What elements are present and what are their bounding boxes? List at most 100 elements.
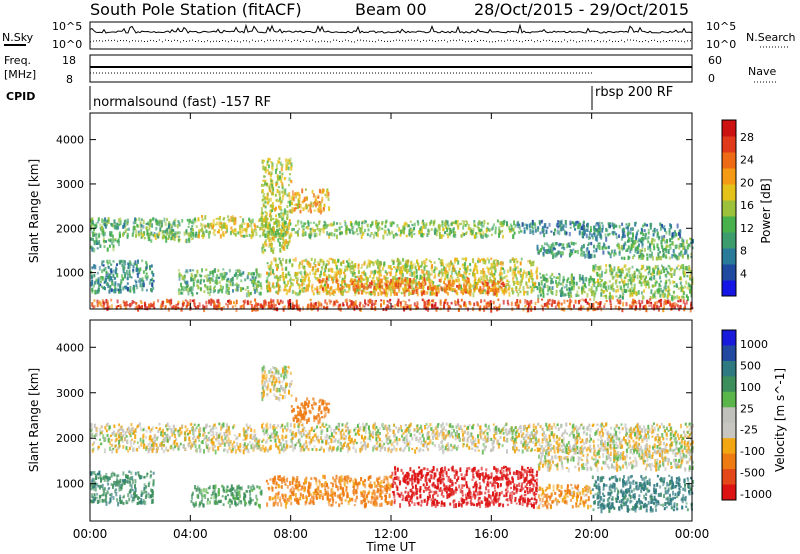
power-cell <box>663 225 666 228</box>
power-cell <box>399 301 402 305</box>
power-cell <box>367 299 370 303</box>
power-cell <box>489 287 492 292</box>
power-cell <box>480 288 483 292</box>
power-cell <box>314 277 317 280</box>
power-cell <box>230 300 232 305</box>
power-cell <box>519 285 522 289</box>
power-cell <box>93 224 96 227</box>
power-cell <box>277 276 280 282</box>
power-cell <box>260 183 263 187</box>
power-cell <box>647 236 650 239</box>
power-cell <box>436 229 439 233</box>
power-cell <box>294 224 297 227</box>
power-cell <box>93 299 96 302</box>
power-cell <box>642 255 644 260</box>
power-cell <box>234 228 237 233</box>
power-cell <box>249 278 252 282</box>
power-cell <box>532 260 535 264</box>
power-cell <box>673 272 676 276</box>
power-cell <box>408 268 411 272</box>
power-cell <box>286 210 289 213</box>
power-cell <box>210 222 213 227</box>
power-cell <box>161 230 164 235</box>
power-cell <box>284 188 287 193</box>
power-cell <box>232 289 234 293</box>
power-cell <box>447 227 450 230</box>
power-cell <box>658 305 661 308</box>
power-cell <box>222 285 224 290</box>
power-cell <box>95 278 98 282</box>
power-cell <box>589 306 592 309</box>
power-cell <box>147 237 150 242</box>
power-cell <box>583 291 586 294</box>
power-cell <box>281 163 284 168</box>
power-cell <box>301 281 304 287</box>
power-cell <box>288 274 291 277</box>
power-cell <box>266 193 269 196</box>
power-cell <box>485 275 488 280</box>
power-cell <box>201 268 203 273</box>
power-cell <box>199 280 202 285</box>
power-cell <box>649 243 651 249</box>
power-cell <box>603 285 606 288</box>
power-cell <box>551 291 554 295</box>
power-cell <box>343 286 345 289</box>
power-cell <box>92 228 95 231</box>
power-cell <box>632 298 635 302</box>
power-cell <box>625 289 628 293</box>
power-cell <box>406 277 409 282</box>
power-cell <box>433 228 436 233</box>
power-cell <box>516 304 519 309</box>
power-cell <box>184 271 187 274</box>
power-cell <box>482 279 485 282</box>
power-cell <box>454 220 457 224</box>
power-cell <box>408 289 411 292</box>
power-cell <box>502 267 504 270</box>
power-cell <box>622 292 625 296</box>
power-cell <box>239 269 242 273</box>
power-cell <box>363 260 366 264</box>
power-cell <box>469 283 472 289</box>
power-cell <box>679 299 682 303</box>
power-cell <box>614 252 617 256</box>
power-cell <box>274 207 276 212</box>
power-cell <box>197 285 200 290</box>
power-cell <box>422 280 424 285</box>
power-cell <box>539 272 542 275</box>
power-cell <box>651 272 654 276</box>
power-cell <box>377 291 380 297</box>
power-cell <box>112 244 115 249</box>
power-cell <box>195 225 198 228</box>
power-cell <box>654 290 657 294</box>
power-cell <box>597 278 599 283</box>
power-cell <box>454 231 457 236</box>
power-cell <box>315 223 318 227</box>
power-cell <box>242 218 245 223</box>
power-cell <box>640 268 643 271</box>
power-cell <box>250 304 253 309</box>
power-cell <box>406 305 409 309</box>
power-cell <box>287 158 290 162</box>
power-cell <box>322 189 325 192</box>
power-cell <box>628 273 631 278</box>
power-cell <box>266 230 269 235</box>
power-cell <box>499 221 502 225</box>
power-cell <box>281 267 284 271</box>
power-cell <box>299 203 302 209</box>
power-cell <box>391 305 394 308</box>
power-cell <box>456 276 459 279</box>
power-cell <box>97 287 100 292</box>
power-cell <box>291 289 294 294</box>
power-cell <box>192 222 195 225</box>
power-cell <box>246 300 249 305</box>
power-cell <box>161 222 163 227</box>
power-cell <box>429 291 432 296</box>
power-cell <box>318 279 321 284</box>
power-cell <box>654 282 657 287</box>
power-cell <box>629 227 632 231</box>
power-cell <box>261 220 264 225</box>
power-cell <box>291 207 294 211</box>
power-cell <box>550 278 553 282</box>
power-cell <box>627 231 630 236</box>
power-cell <box>513 270 516 275</box>
